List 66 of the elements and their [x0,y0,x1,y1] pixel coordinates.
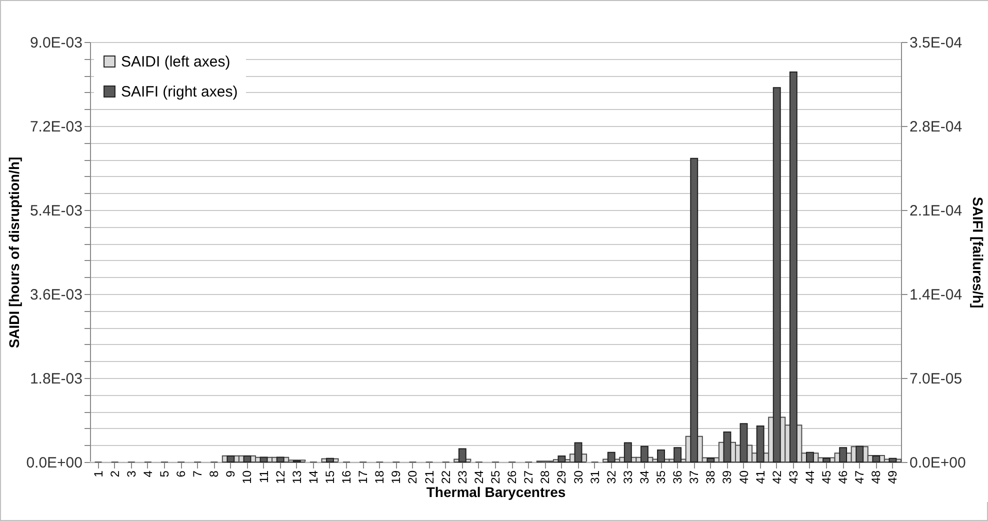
legend-label: SAIFI (right axes) [121,84,238,100]
x-tick-label: 15 [322,470,337,484]
y-axis-title: SAIDI [hours of disruption/h] [6,156,22,348]
x-tick-label: 8 [207,470,222,478]
x-tick-label: 20 [406,470,420,484]
x-tick-label: 36 [670,470,685,484]
y-tick-label: 3.6E-03 [30,286,82,304]
x-tick-label: 25 [488,470,502,484]
x-tick-label: 41 [753,470,768,484]
x-tick-label: 44 [802,470,817,484]
x-tick-label: 1 [91,470,106,478]
x-tick-label: 14 [306,470,320,484]
y2-tick-label: 7.0E-05 [910,370,962,388]
x-tick-label: 22 [438,470,453,484]
y-tick-label: 7.2E-03 [30,118,82,136]
x-tick-label: 47 [852,470,867,484]
x-tick-label: 30 [571,470,586,484]
x-tick-label: 33 [620,470,635,484]
x-tick-label: 46 [836,470,850,484]
x-tick-label: 19 [389,470,404,484]
x-tick-label: 32 [604,470,618,484]
x-tick-label: 26 [505,470,520,484]
y2-tick-label: 3.5E-04 [910,34,962,52]
x-tick-label: 23 [455,470,470,484]
y2-tick-label: 1.4E-04 [910,286,962,304]
x-tick-label: 9 [224,470,238,478]
x-tick-label: 40 [736,470,751,484]
x-tick-label: 5 [157,470,172,478]
x-tick-label: 45 [820,470,834,484]
x-tick-label: 49 [886,470,900,484]
x-tick-label: 24 [472,470,486,484]
x-tick-label: 21 [422,470,436,484]
x-tick-label: 11 [256,470,271,483]
x-tick-label: 28 [538,470,552,484]
x-tick-label: 38 [704,470,718,484]
y-tick-label: 1.8E-03 [30,370,82,388]
x-tick-label: 13 [290,470,304,484]
legend-label: SAIDI (left axes) [121,54,230,70]
x-tick-label: 17 [356,470,370,484]
x-tick-label: 39 [720,470,734,484]
x-tick-label: 31 [588,470,602,484]
x-tick-label: 18 [372,470,387,484]
x-tick-label: 12 [273,470,288,484]
y2-tick-label: 2.1E-04 [910,202,962,220]
x-tick-label: 16 [340,470,354,484]
x-tick-label: 48 [869,470,884,484]
x-tick-label: 29 [554,470,569,484]
y-tick-label: 9.0E-03 [30,34,82,52]
x-tick-label: 35 [654,470,668,484]
x-tick-label: 6 [174,470,188,478]
x-tick-label: 43 [786,470,800,484]
x-tick-label: 27 [522,470,536,484]
x-tick-label: 10 [240,470,254,484]
y2-tick-label: 0.0E+00 [910,454,966,472]
x-tick-label: 42 [770,470,784,484]
y-tick-label: 0.0E+00 [26,454,82,472]
x-tick-label: 34 [637,470,652,484]
x-tick-label: 4 [140,470,155,478]
x-tick-label: 3 [124,470,138,478]
y-tick-label: 5.4E-03 [30,202,82,220]
y2-axis-title: SAIFI [failures/h] [970,196,986,308]
x-tick-label: 7 [190,470,205,478]
x-axis-title: Thermal Barycentres [426,484,566,500]
x-tick-label: 2 [108,470,122,478]
x-tick-label: 37 [687,470,702,484]
y2-tick-label: 2.8E-04 [910,118,962,136]
